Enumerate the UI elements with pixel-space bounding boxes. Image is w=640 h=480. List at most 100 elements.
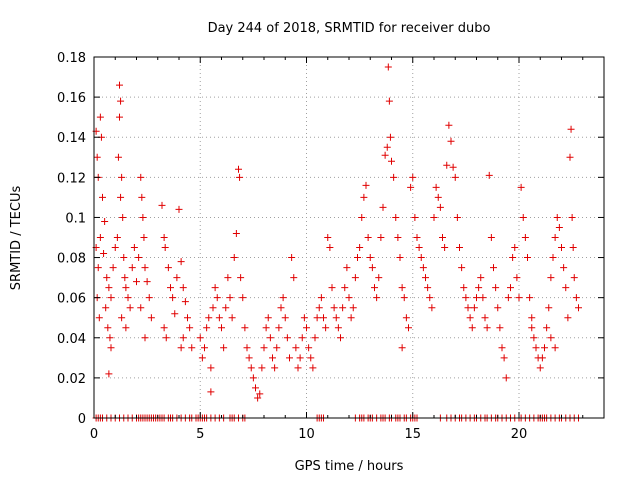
data-point	[570, 274, 578, 282]
data-point	[332, 314, 340, 322]
data-point	[179, 284, 187, 292]
data-point	[543, 324, 551, 332]
data-point	[188, 344, 196, 352]
data-point	[439, 234, 446, 241]
data-point	[475, 284, 483, 292]
y-tick-label: 0.06	[57, 292, 86, 307]
data-point	[207, 364, 215, 372]
x-axis-label: GPS time / hours	[295, 459, 404, 474]
data-point	[271, 364, 279, 372]
data-point	[532, 344, 540, 352]
data-points	[92, 63, 582, 422]
data-point	[443, 161, 451, 169]
data-point	[504, 294, 512, 302]
data-point	[419, 264, 427, 272]
y-tick-label: 0	[78, 412, 86, 427]
data-point	[388, 157, 395, 165]
y-tick-label: 0.16	[57, 91, 86, 106]
data-point	[343, 264, 351, 272]
data-point	[254, 394, 262, 402]
data-point	[101, 217, 109, 225]
data-point	[213, 294, 221, 302]
data-point	[160, 324, 168, 332]
data-point	[524, 254, 531, 262]
data-point	[470, 304, 478, 312]
data-point	[105, 284, 113, 292]
data-point	[222, 304, 230, 312]
data-point	[436, 203, 444, 211]
data-point	[564, 314, 572, 322]
data-point	[218, 324, 225, 332]
data-point	[161, 244, 169, 252]
data-point	[181, 298, 189, 306]
data-point	[315, 304, 323, 312]
data-point	[320, 314, 327, 322]
data-point	[536, 364, 544, 372]
data-point	[141, 334, 149, 342]
data-point	[116, 113, 123, 121]
axis-ticks: 0 0.02 0.04 0.06 0.08 0.1 0.12 0.14 0.16 0.18 0 5 10…	[57, 51, 604, 442]
data-point	[106, 334, 114, 342]
data-point	[121, 274, 129, 282]
data-point	[145, 294, 153, 302]
data-point	[305, 344, 313, 352]
data-point	[128, 264, 136, 272]
data-point	[198, 354, 206, 362]
x-tick-label: 15	[404, 427, 421, 442]
data-point	[417, 254, 425, 262]
data-point	[137, 173, 145, 181]
data-point	[441, 244, 449, 252]
data-point	[243, 344, 251, 352]
data-point	[515, 294, 523, 302]
data-point	[502, 374, 510, 382]
data-point	[175, 205, 183, 213]
data-point	[449, 163, 457, 171]
data-point	[160, 234, 168, 241]
data-point	[93, 153, 101, 161]
data-point	[375, 274, 383, 282]
data-point	[140, 234, 148, 241]
data-point	[138, 193, 146, 201]
data-point	[528, 324, 536, 332]
data-point	[434, 193, 442, 201]
data-point	[118, 314, 126, 322]
data-point	[411, 213, 419, 221]
data-point	[477, 274, 485, 282]
data-point	[456, 244, 463, 252]
data-point	[562, 284, 570, 292]
data-point	[292, 344, 300, 352]
data-point	[513, 274, 521, 282]
data-point	[541, 344, 548, 352]
data-point	[479, 294, 487, 302]
data-point	[209, 304, 217, 312]
data-point	[462, 294, 470, 302]
data-point	[400, 294, 408, 302]
plot-frame	[93, 56, 605, 419]
data-point	[279, 294, 287, 302]
data-point	[203, 324, 211, 332]
data-point	[373, 294, 381, 302]
data-point	[215, 314, 223, 322]
data-point	[551, 344, 559, 352]
data-point	[294, 364, 302, 372]
data-point	[447, 137, 455, 145]
data-point	[390, 173, 398, 181]
data-point	[103, 274, 111, 282]
data-point	[119, 213, 127, 221]
data-point	[405, 324, 412, 332]
y-tick-label: 0.04	[57, 332, 86, 347]
data-point	[236, 173, 244, 181]
data-point	[177, 344, 185, 352]
data-point	[230, 254, 238, 262]
data-point	[339, 304, 347, 312]
data-point	[116, 81, 123, 89]
data-point	[351, 274, 359, 282]
data-point	[322, 324, 330, 332]
data-point	[100, 250, 108, 258]
data-point	[349, 304, 357, 312]
data-point	[207, 388, 215, 396]
data-point	[237, 274, 245, 282]
data-point	[94, 264, 102, 272]
data-point	[496, 324, 504, 332]
data-point	[300, 314, 308, 322]
